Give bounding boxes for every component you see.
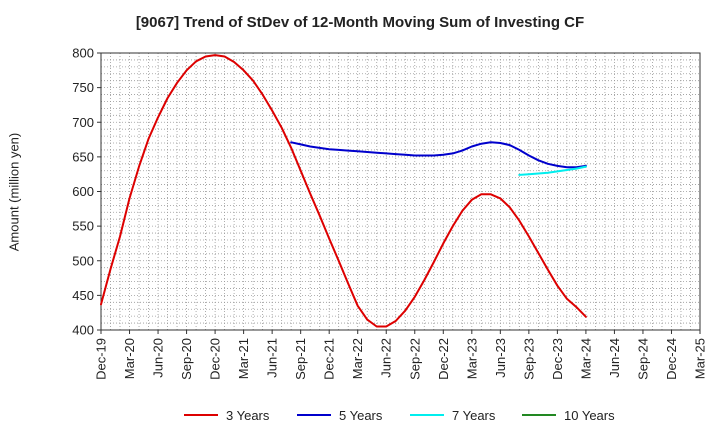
x-tick-label: Dec-19 — [94, 338, 109, 380]
legend-item-0: 3 Years — [184, 404, 269, 426]
x-tick-label: Jun-20 — [151, 338, 166, 378]
x-tick-label: Mar-20 — [122, 338, 137, 379]
x-tick-label: Mar-24 — [578, 338, 593, 379]
x-tick-label: Jun-21 — [265, 338, 280, 378]
legend-swatch-1 — [297, 414, 331, 416]
legend-swatch-0 — [184, 414, 218, 416]
x-tick-label: Dec-24 — [664, 338, 679, 380]
x-tick-label: Sep-24 — [635, 338, 650, 380]
series-line-1 — [290, 141, 587, 169]
series-line-2 — [518, 165, 587, 176]
x-tick-label: Mar-25 — [693, 338, 708, 379]
x-tick-label: Jun-24 — [607, 338, 622, 378]
x-tick-label: Dec-22 — [436, 338, 451, 380]
x-tick-label: Mar-22 — [350, 338, 365, 379]
x-tick-label: Jun-22 — [379, 338, 394, 378]
y-tick-label: 600 — [72, 184, 94, 199]
legend-item-3: 10 Years — [522, 404, 615, 426]
plot-area — [101, 53, 700, 330]
x-tick-label: Sep-20 — [179, 338, 194, 380]
y-tick-label: 450 — [72, 288, 94, 303]
y-tick-label: 700 — [72, 115, 94, 130]
y-tick-label: 750 — [72, 80, 94, 95]
legend-swatch-2 — [410, 414, 444, 416]
chart-legend: 3 Years 5 Years 7 Years 10 Years — [0, 404, 720, 426]
legend-label-2: 7 Years — [452, 407, 496, 423]
legend-label-1: 5 Years — [339, 407, 383, 423]
legend-item-2: 7 Years — [410, 404, 495, 426]
chart-title: [9067] Trend of StDev of 12-Month Moving… — [135, 14, 585, 31]
x-tick-label: Mar-21 — [236, 338, 251, 379]
x-tick-label: Sep-23 — [521, 338, 536, 380]
y-tick-label: 650 — [72, 149, 94, 164]
x-tick-label: Sep-21 — [293, 338, 308, 380]
x-tick-label: Dec-23 — [550, 338, 565, 380]
x-tick-label: Jun-23 — [493, 338, 508, 378]
x-tick-label: Sep-22 — [407, 338, 422, 380]
x-tick-label: Mar-23 — [464, 338, 479, 379]
legend-label-0: 3 Years — [226, 407, 270, 423]
series-line-0 — [100, 54, 587, 328]
legend-label-3: 10 Years — [564, 407, 615, 423]
y-tick-label: 400 — [72, 323, 94, 338]
y-tick-label: 500 — [72, 253, 94, 268]
legend-item-1: 5 Years — [297, 404, 382, 426]
y-tick-label: 800 — [72, 46, 94, 61]
x-tick-label: Dec-20 — [208, 338, 223, 380]
x-tick-label: Dec-21 — [322, 338, 337, 380]
y-tick-label: 550 — [72, 219, 94, 234]
legend-swatch-3 — [522, 414, 556, 416]
